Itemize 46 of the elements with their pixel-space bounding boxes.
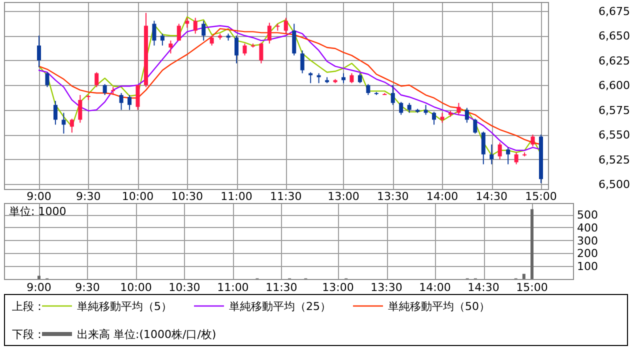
y-tick-label: 6,575	[598, 104, 630, 117]
y-tick-label: 6,525	[598, 153, 630, 166]
x-tick-label: 15:00	[516, 281, 548, 294]
x-tick-label: 9:30	[75, 281, 100, 294]
x-tick-label: 9:00	[26, 281, 52, 294]
x-tick-label: 10:00	[120, 281, 152, 294]
y-tick-label: 500	[577, 208, 598, 222]
x-tick-label: 10:00	[122, 190, 154, 203]
y-tick-label: 6,600	[598, 79, 630, 92]
legend-label: 単純移動平均（25）	[229, 300, 331, 313]
x-tick-label: 11:00	[220, 190, 252, 203]
x-tick-label: 9:30	[76, 190, 101, 203]
y-tick-label: 400	[577, 221, 598, 234]
x-tick-label: 14:30	[468, 281, 500, 294]
y-tick-label: 6,675	[598, 4, 630, 18]
x-tick-label: 11:30	[270, 190, 302, 203]
annotation: 単位: 1000	[9, 205, 66, 218]
legend-label: 出来高 単位:(1000株/口/枚)	[77, 328, 216, 341]
x-tick-label: 13:00	[328, 190, 360, 203]
y-tick-label: 6,650	[598, 30, 630, 43]
x-tick-label: 14:00	[426, 190, 458, 203]
x-tick-label: 13:30	[370, 281, 402, 294]
legend: 下段： 出来高 単位:(1000株/口/枚)	[12, 328, 216, 341]
y-tick-label: 6,500	[598, 178, 630, 192]
y-tick-label: 300	[577, 234, 598, 248]
y-tick-label: 100	[577, 260, 598, 274]
x-tick-label: 14:30	[476, 190, 508, 203]
x-tick-label: 13:00	[322, 281, 354, 294]
legend-title: 上段：	[12, 300, 45, 313]
x-tick-label: 10:30	[171, 190, 203, 203]
y-tick-label: 6,625	[598, 54, 630, 68]
x-tick-label: 13:30	[377, 190, 409, 203]
bar	[38, 276, 40, 279]
legend-label: 単純移動平均（5）	[77, 300, 172, 313]
x-tick-label: 11:00	[217, 281, 249, 294]
bar	[530, 209, 534, 279]
legend-label: 単純移動平均（50）	[388, 300, 490, 313]
bar	[522, 274, 526, 279]
y-tick-label: 6,550	[598, 128, 630, 142]
x-tick-label: 14:00	[419, 281, 451, 294]
y-tick-label: 200	[577, 247, 598, 260]
x-tick-label: 11:30	[266, 281, 298, 294]
x-tick-label: 9:00	[26, 190, 52, 203]
x-tick-label: 15:00	[525, 190, 557, 203]
legend-title: 下段：	[12, 328, 45, 341]
x-tick-label: 10:30	[168, 281, 200, 294]
